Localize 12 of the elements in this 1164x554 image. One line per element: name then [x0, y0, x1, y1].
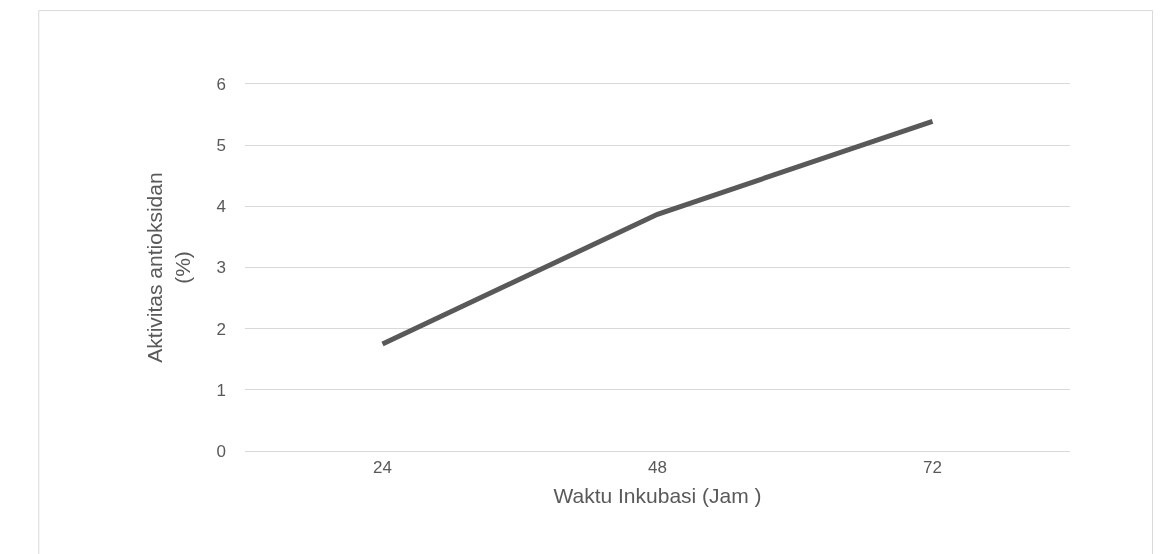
- y-tick-label: 1: [216, 380, 226, 400]
- x-tick-label: 72: [923, 457, 942, 477]
- x-axis-title: Waktu Inkubasi (Jam ): [553, 483, 762, 507]
- y-tick-label: 0: [216, 441, 226, 461]
- x-tick-label: 24: [373, 457, 392, 477]
- y-axis-title: Aktivitas antioksidan (%): [143, 172, 194, 363]
- x-tick-label: 48: [648, 457, 667, 477]
- y-tick-label: 3: [216, 258, 226, 278]
- y-tick-label: 4: [216, 197, 226, 217]
- y-tick-label: 2: [216, 319, 226, 339]
- y-tick-label: 5: [216, 136, 226, 156]
- y-tick-label: 6: [216, 74, 226, 94]
